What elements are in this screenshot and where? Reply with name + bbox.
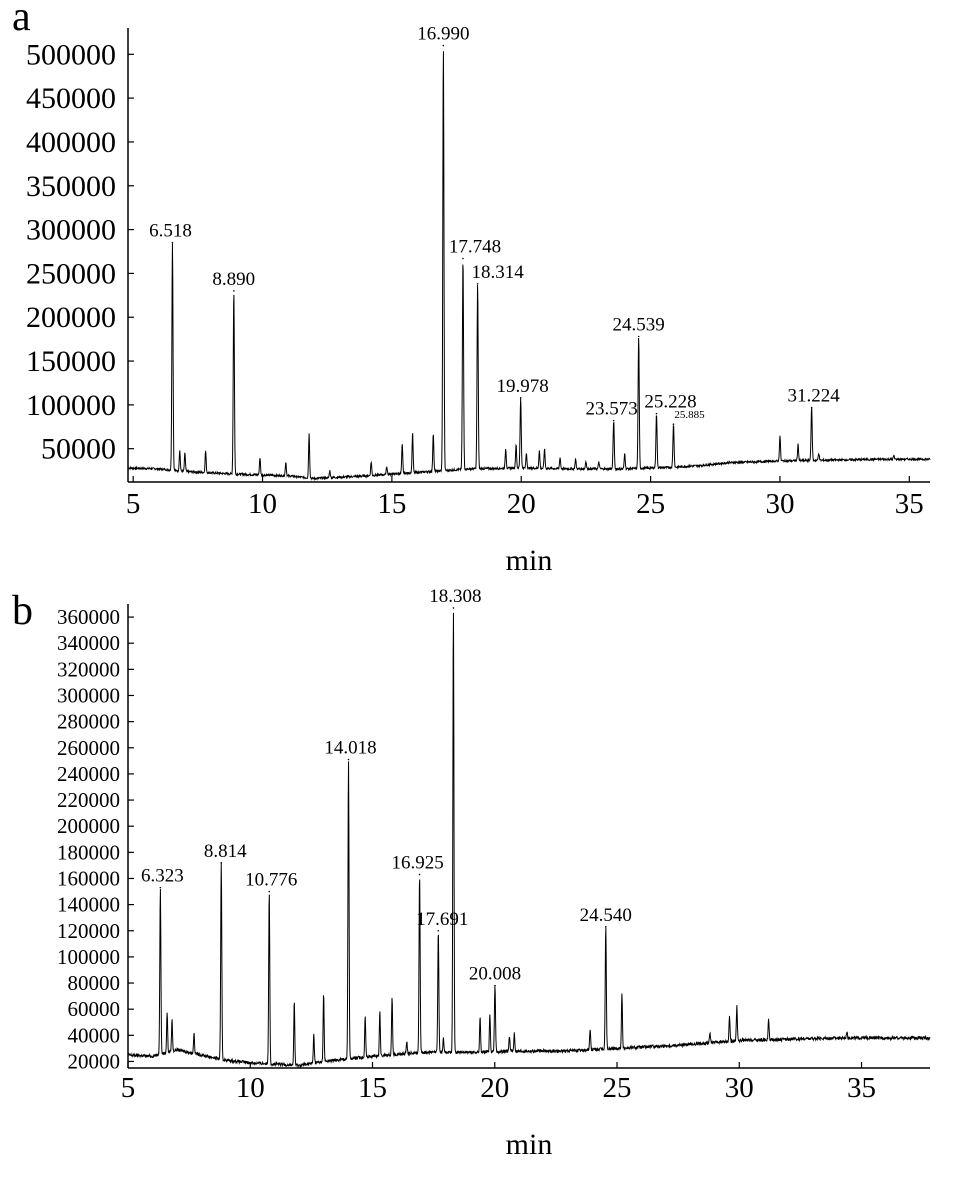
peak-label: 16.925 xyxy=(391,853,443,874)
y-tick-label: 200000 xyxy=(57,814,120,838)
y-tick-label: 400000 xyxy=(26,126,116,159)
y-tick-label: 320000 xyxy=(57,657,120,681)
peak-apex xyxy=(612,419,615,422)
chromatogram-panel-a: a 50000 100000 150000 200000 250000 300000 3500… xyxy=(12,0,931,577)
y-tick-label: 140000 xyxy=(57,893,120,917)
peak-apex xyxy=(171,241,174,244)
x-tick-label: 5 xyxy=(126,488,141,520)
peak-label: 23.573 xyxy=(586,399,638,420)
peak-apex xyxy=(476,283,479,285)
y-tick-label: 180000 xyxy=(57,840,120,864)
y-tick-label: 340000 xyxy=(57,631,120,655)
y-tick-label: 150000 xyxy=(26,345,116,378)
x-tick-label: 10 xyxy=(248,488,277,520)
peak-apex xyxy=(637,335,640,338)
x-tick-label: 20 xyxy=(507,488,536,520)
peak-label: 8.890 xyxy=(212,269,255,290)
peak-label: 17.691 xyxy=(416,909,468,930)
y-tick-label: 350000 xyxy=(26,170,116,203)
peak-label: 17.748 xyxy=(449,237,501,258)
peak-label: 8.814 xyxy=(204,841,247,862)
peak-label: 18.308 xyxy=(429,586,481,607)
x-tick-label: 15 xyxy=(358,1072,387,1104)
y-tick-label: 280000 xyxy=(57,710,120,734)
peak-apex xyxy=(159,886,162,889)
y-tick-label: 80000 xyxy=(68,971,121,995)
x-tick-label: 30 xyxy=(765,488,794,520)
peak-apex xyxy=(347,758,350,761)
peak-apex xyxy=(220,861,223,864)
chromatogram-trace xyxy=(127,612,931,1069)
y-tick-label: 200000 xyxy=(26,301,116,334)
y-tick-label: 50000 xyxy=(41,433,116,466)
peak-label: 25.228 xyxy=(644,392,696,413)
peak-label: 16.990 xyxy=(417,24,469,45)
y-tick-label: 450000 xyxy=(26,82,116,115)
x-tick-label: 20 xyxy=(480,1072,509,1104)
x-tick-label: 15 xyxy=(377,488,406,520)
peak-label: 14.018 xyxy=(324,738,376,759)
peak-apex xyxy=(437,929,440,932)
peak-label: 6.323 xyxy=(141,866,184,887)
x-tick-label: 10 xyxy=(236,1072,265,1104)
x-tick-label: 25 xyxy=(636,488,665,520)
peak-label: 24.539 xyxy=(613,315,665,336)
y-tick-label: 100000 xyxy=(57,945,120,969)
y-tick-label: 240000 xyxy=(57,762,120,786)
peak-label: 6.518 xyxy=(149,221,192,242)
peak-apex xyxy=(268,890,271,893)
y-tick-label: 40000 xyxy=(68,1023,121,1047)
x-tick-label: 25 xyxy=(603,1072,632,1104)
peak-label: 20.008 xyxy=(469,964,521,985)
peak-apex xyxy=(604,926,607,928)
peak-apex xyxy=(233,290,235,292)
x-axis-label: min xyxy=(506,544,553,577)
y-tick-label: 160000 xyxy=(57,866,120,890)
y-tick-label: 220000 xyxy=(57,788,120,812)
peak-apex xyxy=(810,406,813,409)
y-tick-label: 260000 xyxy=(57,736,120,760)
y-tick-label: 100000 xyxy=(26,389,116,422)
x-tick-label: 35 xyxy=(895,488,924,520)
panel-label: a xyxy=(12,0,31,40)
peak-apex xyxy=(494,984,496,987)
x-axis-label: min xyxy=(506,1128,553,1161)
y-tick-label: 20000 xyxy=(68,1049,121,1073)
x-tick-label: 30 xyxy=(725,1072,754,1104)
chromatogram-trace xyxy=(127,51,931,482)
x-tick-label: 5 xyxy=(121,1072,136,1104)
x-tick-label: 35 xyxy=(847,1072,876,1104)
y-tick-label: 120000 xyxy=(57,919,120,943)
peak-label: 31.224 xyxy=(787,386,840,407)
peak-label: 24.540 xyxy=(580,905,632,926)
y-tick-label: 500000 xyxy=(26,38,116,71)
peak-label: 18.314 xyxy=(471,262,524,283)
y-tick-label: 300000 xyxy=(57,683,120,707)
peak-apex xyxy=(462,257,464,260)
y-tick-label: 300000 xyxy=(26,214,116,247)
peak-apex xyxy=(452,607,455,609)
peak-apex xyxy=(442,44,445,47)
peak-label: 10.776 xyxy=(245,870,297,891)
peak-apex xyxy=(672,423,675,425)
peak-label: 25.885 xyxy=(674,409,705,421)
y-tick-label: 360000 xyxy=(57,605,120,629)
peak-apex xyxy=(418,873,421,876)
panel-label: b xyxy=(12,588,33,634)
peak-label: 19.978 xyxy=(497,376,549,397)
peak-apex xyxy=(655,412,658,415)
y-tick-label: 60000 xyxy=(68,997,121,1021)
y-tick-label: 250000 xyxy=(26,257,116,290)
peak-apex xyxy=(519,397,522,399)
